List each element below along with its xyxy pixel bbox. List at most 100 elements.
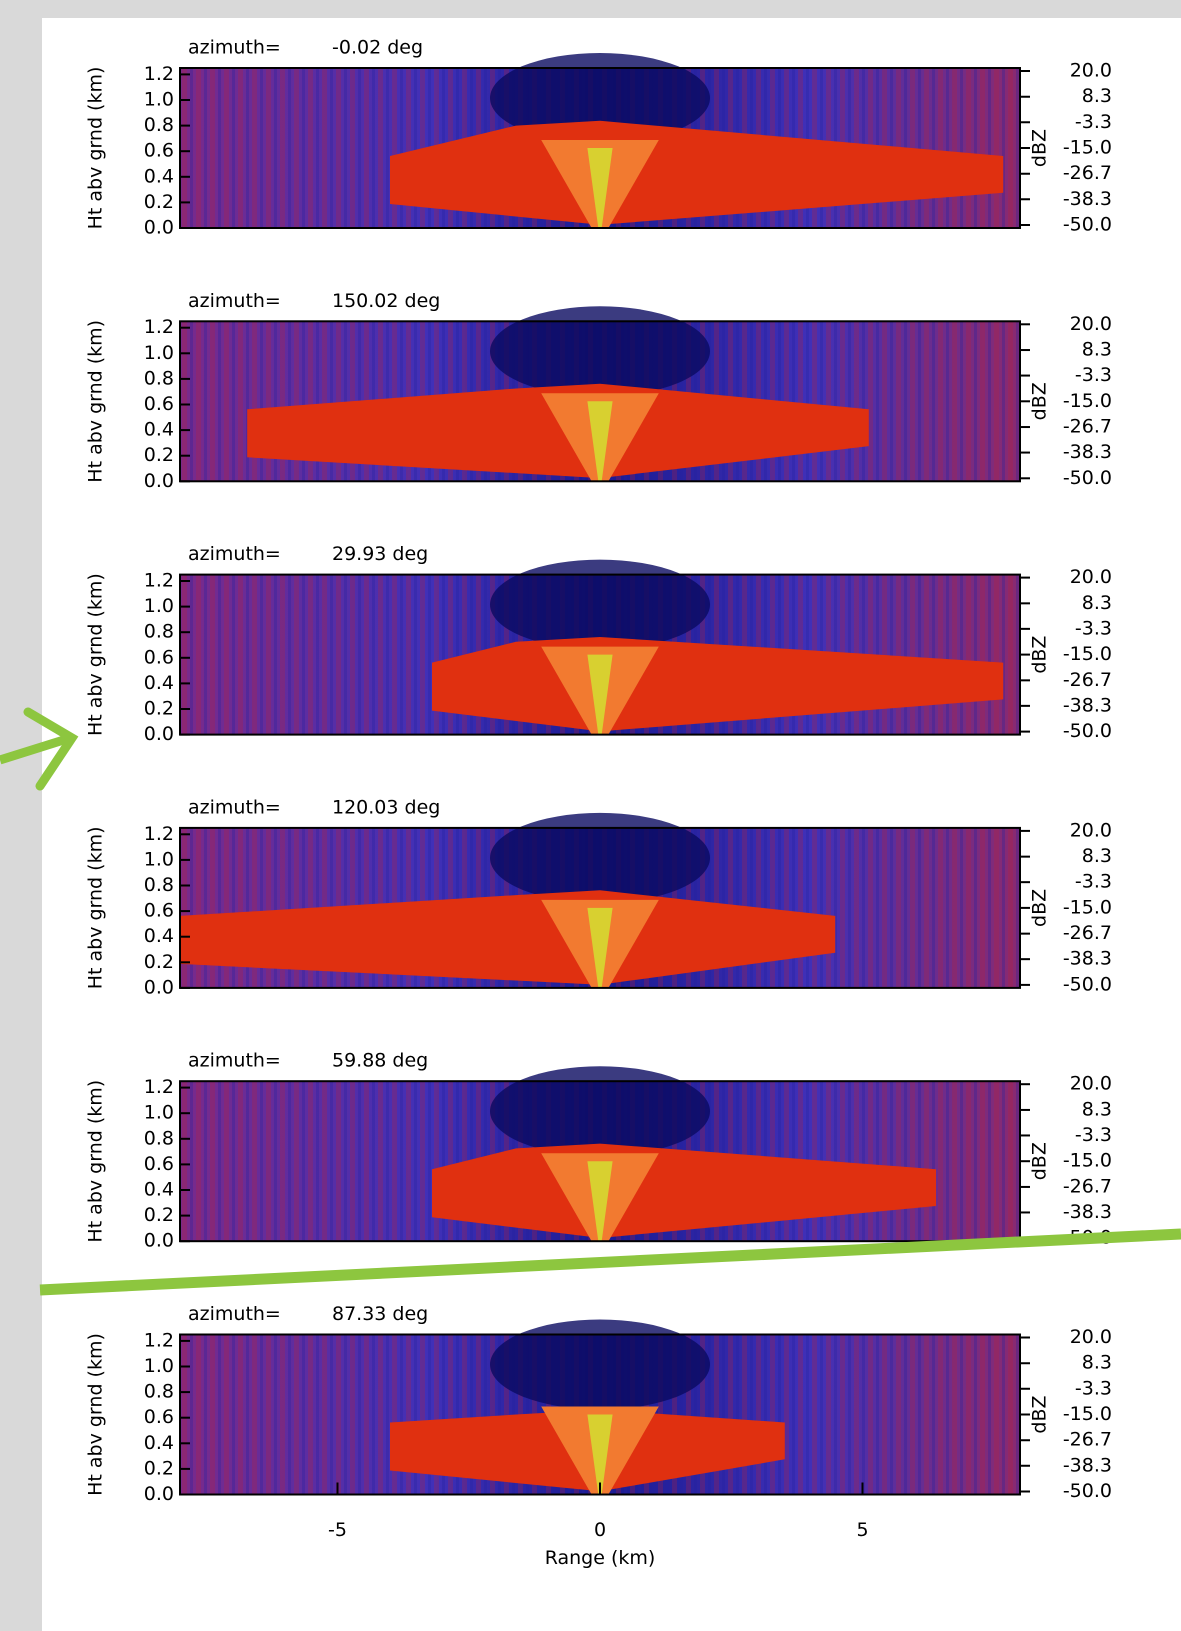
colorbar-tick-label: -15.0 xyxy=(1063,896,1112,918)
azimuth-label: 87.33 deg xyxy=(332,1303,428,1325)
colorbar-tick-label: -26.7 xyxy=(1063,1429,1112,1451)
y-tick-label: 0.0 xyxy=(144,1483,174,1505)
colorbar-tick-label: -26.7 xyxy=(1063,922,1112,944)
colorbar-tick-label: -38.3 xyxy=(1063,441,1112,463)
colorbar-tick-label: 20.0 xyxy=(1070,1073,1112,1095)
colorbar-tick-label: 8.3 xyxy=(1082,845,1112,867)
panel: azimuth= 59.88 deg Ht abv grnd (km) 0.0 0.2 0… xyxy=(85,1050,1113,1252)
colorbar-tick-label: -26.7 xyxy=(1063,1175,1112,1197)
y-tick-label: 0.8 xyxy=(144,1127,174,1149)
colorbar-tick-label: -50.0 xyxy=(1063,214,1112,236)
y-tick-label: 0.2 xyxy=(144,191,174,213)
y-tick-label: 0.6 xyxy=(144,1153,174,1175)
colorbar-tick-label: -26.7 xyxy=(1063,669,1112,691)
y-axis-label: Ht abv grnd (km) xyxy=(85,573,107,736)
echo-peak xyxy=(587,148,613,228)
y-tick-label: 1.2 xyxy=(144,1329,174,1351)
colorbar-tick-label: -3.3 xyxy=(1075,111,1112,133)
echo-peak xyxy=(587,907,613,988)
y-tick-label: 0.4 xyxy=(144,1179,174,1201)
y-tick-label: 0.2 xyxy=(144,1204,174,1226)
x-tick-label: 0 xyxy=(594,1519,606,1541)
colorbar-tick-label: -3.3 xyxy=(1075,1124,1112,1146)
echo-region xyxy=(390,120,1004,225)
y-tick-label: 0.8 xyxy=(144,874,174,896)
y-tick-label: 1.0 xyxy=(144,848,174,870)
colorbar-tick-label: -15.0 xyxy=(1063,137,1112,159)
arrow-head xyxy=(23,707,79,791)
y-axis-label: Ht abv grnd (km) xyxy=(85,1080,107,1243)
y-tick-label: 1.2 xyxy=(144,1076,174,1098)
y-tick-label: 0.6 xyxy=(144,393,174,415)
y-tick-label: 0.4 xyxy=(144,165,174,187)
colorbar-tick-label: -15.0 xyxy=(1063,1150,1112,1172)
annotations xyxy=(0,707,1181,1296)
y-tick-label: 0.6 xyxy=(144,900,174,922)
y-tick-label: 0.4 xyxy=(144,672,174,694)
colorbar-tick-label: 20.0 xyxy=(1070,1326,1112,1348)
colorbar-tick-label: 20.0 xyxy=(1070,313,1112,335)
y-tick-label: 0.0 xyxy=(144,470,174,492)
colorbar-tick-label: -26.7 xyxy=(1063,416,1112,438)
x-tick-label: 5 xyxy=(856,1519,868,1541)
colorbar-tick-label: -38.3 xyxy=(1063,948,1112,970)
colorbar-tick-label: -38.3 xyxy=(1063,694,1112,716)
panel: azimuth= 87.33 deg Ht abv grnd (km) 0.0 0.2 0… xyxy=(85,1303,1113,1569)
y-tick-label: 1.2 xyxy=(144,570,174,592)
azimuth-label: 59.88 deg xyxy=(332,1050,428,1072)
panel-title: azimuth= xyxy=(188,543,281,565)
y-tick-label: 1.0 xyxy=(144,89,174,111)
y-tick-label: 1.2 xyxy=(144,63,174,85)
colorbar-tick-label: -50.0 xyxy=(1063,973,1112,995)
y-tick-label: 0.0 xyxy=(144,976,174,998)
panel-title: azimuth= xyxy=(188,1303,281,1325)
y-tick-label: 1.0 xyxy=(144,595,174,617)
echo-peak xyxy=(587,654,613,735)
colorbar-label: dBZ xyxy=(1029,636,1051,674)
y-axis-label: Ht abv grnd (km) xyxy=(85,67,107,230)
colorbar-tick-label: 20.0 xyxy=(1070,566,1112,588)
colorbar-label: dBZ xyxy=(1029,889,1051,927)
panel-title: azimuth= xyxy=(188,290,281,312)
panel-title: azimuth= xyxy=(188,796,281,818)
colorbar-label: dBZ xyxy=(1029,129,1051,167)
y-tick-label: 0.8 xyxy=(144,367,174,389)
colorbar-tick-label: -3.3 xyxy=(1075,871,1112,893)
y-tick-label: 1.2 xyxy=(144,316,174,338)
colorbar-tick-label: -15.0 xyxy=(1063,390,1112,412)
colorbar-tick-label: 20.0 xyxy=(1070,819,1112,841)
azimuth-label: -0.02 deg xyxy=(332,37,423,59)
colorbar-tick-label: -26.7 xyxy=(1063,162,1112,184)
y-axis-label: Ht abv grnd (km) xyxy=(85,320,107,483)
colorbar-tick-label: 8.3 xyxy=(1082,339,1112,361)
y-tick-label: 0.0 xyxy=(144,217,174,239)
panel: azimuth= -0.02 deg Ht abv grnd (km) 0.0 0.2 0… xyxy=(85,37,1113,239)
y-tick-label: 0.2 xyxy=(144,1457,174,1479)
colorbar-tick-label: -15.0 xyxy=(1063,643,1112,665)
colorbar-label: dBZ xyxy=(1029,1142,1051,1180)
y-tick-label: 0.2 xyxy=(144,698,174,720)
colorbar-tick-label: 8.3 xyxy=(1082,1352,1112,1374)
radar-void xyxy=(490,1319,710,1410)
colorbar-tick-label: -3.3 xyxy=(1075,1377,1112,1399)
echo-region xyxy=(180,890,836,985)
colorbar-tick-label: -38.3 xyxy=(1063,188,1112,210)
colorbar-tick-label: -50.0 xyxy=(1063,467,1112,489)
y-tick-label: 0.8 xyxy=(144,114,174,136)
y-tick-label: 0.2 xyxy=(144,444,174,466)
panel: azimuth= 120.03 deg Ht abv grnd (km) 0.0 0.2… xyxy=(85,796,1113,998)
radar-void xyxy=(490,1066,710,1157)
panel: azimuth= 29.93 deg Ht abv grnd (km) 0.0 0.2 0… xyxy=(85,543,1113,745)
azimuth-label: 150.02 deg xyxy=(332,290,440,312)
colorbar-tick-label: -15.0 xyxy=(1063,1403,1112,1425)
radar-void xyxy=(490,306,710,397)
colorbar-tick-label: -50.0 xyxy=(1063,1480,1112,1502)
y-axis-label: Ht abv grnd (km) xyxy=(85,1333,107,1496)
highlight-line xyxy=(39,1228,1181,1296)
y-tick-label: 1.0 xyxy=(144,342,174,364)
colorbar-tick-label: -50.0 xyxy=(1063,720,1112,742)
colorbar-tick-label: 8.3 xyxy=(1082,592,1112,614)
y-tick-label: 0.6 xyxy=(144,140,174,162)
colorbar-tick-label: 8.3 xyxy=(1082,85,1112,107)
